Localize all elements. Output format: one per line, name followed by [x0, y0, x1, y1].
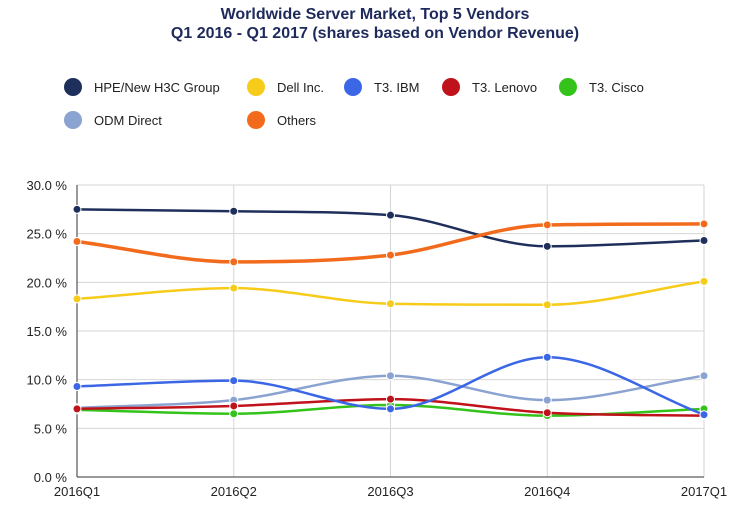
series-lines	[72, 204, 709, 421]
x-tick-label: 2016Q4	[524, 484, 570, 499]
data-point[interactable]	[542, 395, 552, 405]
series-others[interactable]	[72, 219, 709, 267]
legend-marker[interactable]	[344, 78, 362, 96]
data-point[interactable]	[229, 283, 239, 293]
y-tick-label: 15.0 %	[27, 324, 68, 339]
grid-lines	[76, 184, 705, 478]
data-point[interactable]	[229, 401, 239, 411]
legend-marker[interactable]	[64, 78, 82, 96]
legend-label[interactable]: T3. IBM	[374, 80, 420, 95]
data-point[interactable]	[699, 410, 709, 420]
data-point[interactable]	[542, 241, 552, 251]
data-point[interactable]	[386, 299, 395, 309]
y-tick-label: 20.0 %	[27, 275, 68, 290]
data-point[interactable]	[542, 352, 552, 362]
data-point[interactable]	[229, 257, 239, 267]
legend-label[interactable]: ODM Direct	[94, 113, 162, 128]
data-point[interactable]	[699, 371, 709, 381]
legend[interactable]: HPE/New H3C Group Dell Inc. T3. IBM T3. Len…	[64, 78, 644, 129]
legend-item[interactable]: T3. Cisco	[559, 78, 644, 96]
data-point[interactable]	[542, 408, 552, 418]
chart-title: Worldwide Server Market, Top 5 Vendors	[220, 6, 530, 23]
data-point[interactable]	[386, 371, 395, 381]
y-tick-label: 0.0 %	[34, 470, 68, 485]
x-tick-label: 2016Q3	[367, 484, 413, 499]
legend-item[interactable]: Dell Inc.	[247, 78, 324, 96]
legend-marker[interactable]	[247, 78, 265, 96]
data-point[interactable]	[229, 206, 239, 216]
x-tick-label: 2016Q2	[211, 484, 257, 499]
axes: 0.0 % 5.0 % 10.0 % 15.0 % 20.0 % 25.0 % 30.0 %…	[27, 178, 728, 499]
x-tick-label: 2016Q1	[54, 484, 100, 499]
data-point[interactable]	[229, 376, 239, 386]
legend-item[interactable]: T3. Lenovo	[442, 78, 537, 96]
legend-marker[interactable]	[247, 111, 265, 129]
data-point[interactable]	[72, 204, 82, 214]
legend-marker[interactable]	[64, 111, 82, 129]
legend-item[interactable]: ODM Direct	[64, 111, 162, 129]
legend-item[interactable]: Others	[247, 111, 317, 129]
data-point[interactable]	[386, 394, 395, 404]
y-tick-label: 10.0 %	[27, 373, 68, 388]
y-tick-label: 5.0 %	[34, 421, 68, 436]
x-tick-label: 2017Q1	[681, 484, 727, 499]
data-point[interactable]	[699, 235, 709, 245]
data-point[interactable]	[72, 294, 82, 304]
legend-label[interactable]: Dell Inc.	[277, 80, 324, 95]
data-point[interactable]	[386, 250, 395, 260]
data-point[interactable]	[542, 300, 552, 310]
legend-label[interactable]: Others	[277, 113, 317, 128]
legend-item[interactable]: HPE/New H3C Group	[64, 78, 220, 96]
legend-marker[interactable]	[559, 78, 577, 96]
legend-label[interactable]: T3. Lenovo	[472, 80, 537, 95]
legend-item[interactable]: T3. IBM	[344, 78, 420, 96]
legend-marker[interactable]	[442, 78, 460, 96]
data-point[interactable]	[386, 404, 395, 414]
data-point[interactable]	[229, 409, 239, 419]
series-t3-ibm[interactable]	[72, 352, 709, 420]
chart-subtitle: Q1 2016 - Q1 2017 (shares based on Vendo…	[170, 25, 580, 42]
y-tick-label: 30.0 %	[27, 178, 68, 193]
data-point[interactable]	[386, 210, 395, 220]
data-point[interactable]	[72, 381, 82, 391]
legend-label[interactable]: T3. Cisco	[589, 80, 644, 95]
data-point[interactable]	[72, 404, 82, 414]
data-point[interactable]	[699, 276, 709, 286]
data-point[interactable]	[542, 220, 552, 230]
y-tick-label: 25.0 %	[27, 227, 68, 242]
data-point[interactable]	[72, 236, 82, 246]
series-hpe-new-h3c-group[interactable]	[72, 204, 709, 251]
series-dell-inc-[interactable]	[72, 276, 709, 310]
legend-label[interactable]: HPE/New H3C Group	[94, 80, 220, 95]
data-point[interactable]	[699, 219, 709, 229]
